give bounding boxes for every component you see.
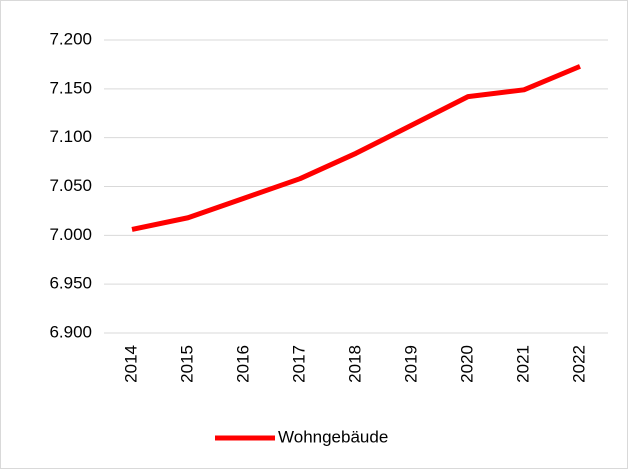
y-tick-label: 7.100	[49, 127, 92, 146]
y-tick-label: 7.200	[49, 29, 92, 48]
x-tick-label: 2016	[233, 345, 252, 383]
x-tick-label: 2019	[401, 345, 420, 383]
x-tick-label: 2022	[569, 345, 588, 383]
y-tick-label: 7.000	[49, 225, 92, 244]
y-tick-label: 7.150	[49, 78, 92, 97]
x-tick-label: 2017	[289, 345, 308, 383]
y-tick-label: 6.900	[49, 322, 92, 341]
x-tick-label: 2014	[121, 345, 140, 383]
y-tick-label: 7.050	[49, 176, 92, 195]
x-tick-label: 2021	[513, 345, 532, 383]
x-tick-label: 2018	[345, 345, 364, 383]
data-line	[131, 64, 581, 232]
x-tick-label: 2015	[177, 345, 196, 383]
legend-label: Wohngebäude	[278, 427, 388, 446]
x-tick-label: 2020	[457, 345, 476, 383]
y-tick-label: 6.950	[49, 274, 92, 293]
